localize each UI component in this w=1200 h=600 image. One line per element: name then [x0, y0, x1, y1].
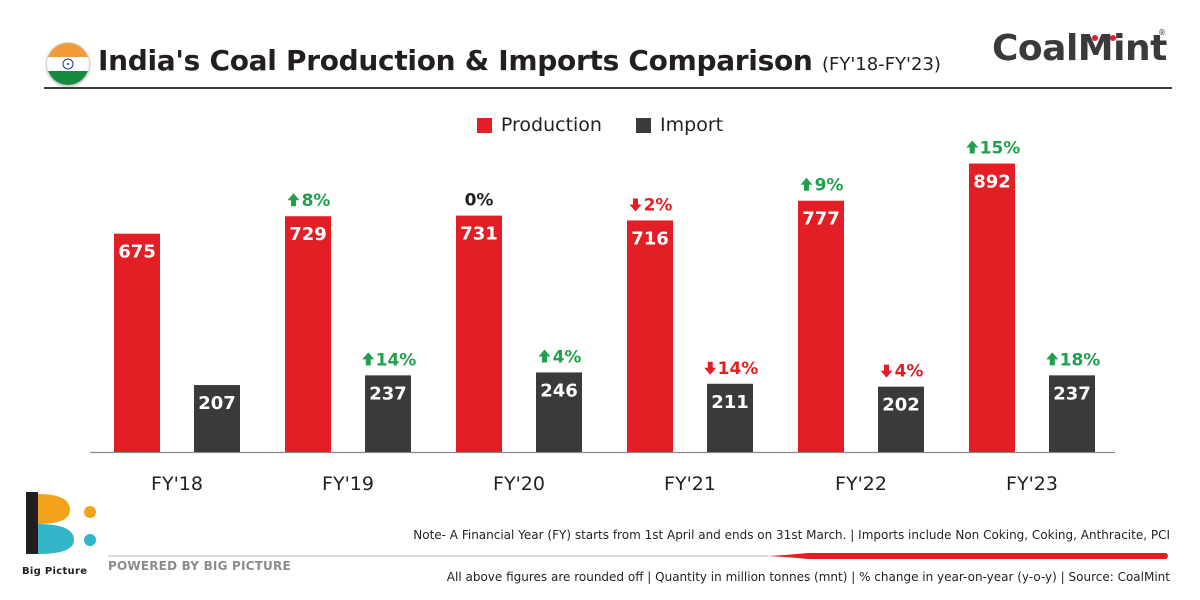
powered-by-text: POWERED BY BIG PICTURE [108, 559, 291, 573]
value-label-production-4: 777 [802, 209, 840, 230]
chart-legend: Production Import [0, 114, 1200, 138]
legend-item-import: Import [636, 114, 723, 136]
change-label-production-2: 0% [465, 191, 494, 211]
bar-production-5 [969, 163, 1015, 452]
legend-label-import: Import [660, 114, 724, 136]
header: India's Coal Production & Imports Compar… [0, 0, 1200, 100]
x-tick-label-2: FY'20 [493, 473, 545, 495]
x-tick-label-1: FY'19 [322, 473, 374, 495]
bar-import-4 [878, 386, 924, 452]
value-label-import-5: 237 [1053, 383, 1091, 404]
change-label-production-1-arrow-icon [287, 193, 300, 207]
change-label-production-3-arrow-icon [629, 198, 642, 212]
change-label-import-1-arrow-icon [362, 352, 375, 366]
footer-divider [108, 553, 1168, 559]
legend-swatch-production [476, 117, 492, 133]
bar-import-5 [1049, 375, 1095, 452]
change-label-import-4: 4% [895, 362, 924, 382]
change-label-production-5-arrow-icon [966, 140, 979, 154]
change-label-production-4-arrow-icon [800, 177, 813, 191]
bar-production-3 [627, 220, 673, 452]
footnote-source: All above figures are rounded off | Quan… [446, 570, 1170, 584]
x-tick-label-3: FY'21 [664, 473, 716, 495]
change-label-production-3: 2% [644, 195, 673, 215]
footnote-note: Note- A Financial Year (FY) starts from … [413, 528, 1170, 542]
value-label-import-3: 211 [711, 392, 749, 413]
change-label-import-3-arrow-icon [704, 361, 717, 375]
bar-production-1 [285, 216, 331, 452]
change-label-import-5-arrow-icon [1046, 352, 1059, 366]
value-label-production-0: 675 [118, 242, 156, 263]
legend-swatch-import [636, 117, 652, 133]
title-subtitle: (FY'18-FY'23) [821, 54, 941, 75]
brand-registered-mark: ® [1158, 28, 1166, 37]
change-label-production-5: 15% [980, 139, 1021, 159]
change-label-import-2-arrow-icon [538, 349, 551, 363]
brand-name: CoalMint [992, 28, 1167, 69]
bar-production-0 [114, 233, 160, 452]
x-tick-label-4: FY'22 [835, 473, 887, 495]
legend-item-production: Production [476, 114, 602, 136]
bar-import-1 [365, 375, 411, 452]
legend-label-production: Production [500, 114, 602, 136]
india-flag-icon [46, 42, 90, 86]
page-title: India's Coal Production & Imports Compar… [98, 44, 941, 77]
change-label-import-4-arrow-icon [880, 364, 893, 378]
change-label-import-2: 4% [553, 347, 582, 367]
change-label-production-4: 9% [815, 176, 844, 196]
value-label-production-5: 892 [973, 172, 1011, 193]
value-label-import-2: 246 [540, 380, 578, 401]
value-label-import-0: 207 [198, 393, 236, 414]
value-label-import-1: 237 [369, 383, 407, 404]
change-label-production-1: 8% [302, 191, 331, 211]
title-text: India's Coal Production & Imports Compar… [98, 44, 813, 77]
x-tick-label-5: FY'23 [1006, 473, 1058, 495]
change-label-import-5: 18% [1060, 350, 1101, 370]
bar-import-2 [536, 372, 582, 452]
logo-dots [1092, 26, 1119, 45]
value-label-production-3: 716 [631, 228, 669, 249]
value-label-production-2: 731 [460, 224, 498, 245]
bar-import-0 [194, 385, 240, 452]
big-picture-logo [22, 490, 106, 580]
big-picture-label: Big Picture [22, 566, 88, 577]
change-label-import-3: 14% [718, 359, 759, 379]
bar-production-2 [456, 215, 502, 452]
value-label-production-1: 729 [289, 224, 327, 245]
coalmint-logo: CoalMint ® [992, 26, 1172, 76]
value-label-import-4: 202 [882, 395, 920, 416]
change-label-import-1: 14% [376, 350, 417, 370]
header-divider [44, 87, 1172, 89]
bar-production-4 [798, 200, 844, 452]
bar-import-3 [707, 383, 753, 452]
x-tick-label-0: FY'18 [151, 473, 203, 495]
